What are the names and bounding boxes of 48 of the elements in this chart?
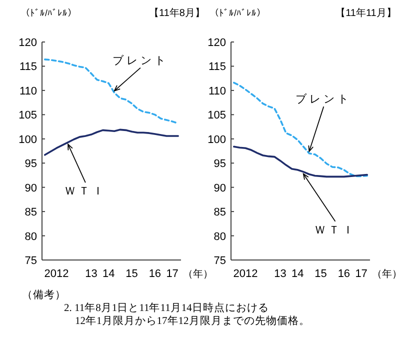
x-tick-label: 15 xyxy=(126,268,138,280)
y-tick-label: 100 xyxy=(208,134,226,146)
y-tick-label: 85 xyxy=(214,206,226,219)
y-tick-label: 105 xyxy=(18,110,37,122)
text: （備考） xyxy=(22,288,66,301)
x-tick-label: 14 xyxy=(102,268,115,280)
series-label: ブレント xyxy=(296,92,352,106)
y-tick-label: 120 xyxy=(208,37,226,49)
y-tick-label: 115 xyxy=(208,61,226,74)
chart-title: 【11年11月】 xyxy=(336,7,396,19)
text: 12年1月限月から17年12月限月までの先物価格。 xyxy=(75,314,310,327)
y-tick-label: 120 xyxy=(18,37,37,49)
line-series xyxy=(233,146,368,178)
y-tick-label: 115 xyxy=(19,61,37,74)
y-tick-label: 110 xyxy=(19,85,37,98)
y-axis-title: （ﾄﾞﾙ/ﾊﾞﾚﾙ） xyxy=(21,8,77,18)
x-tick-label: 17 xyxy=(355,268,368,280)
line-series xyxy=(233,82,368,178)
y-tick-label: 90 xyxy=(24,182,37,194)
y-tick-label: 75 xyxy=(214,255,226,267)
x-tick-label: 13 xyxy=(85,268,98,280)
x-axis-title: （年） xyxy=(183,268,213,280)
chart-title: 【11年8月】 xyxy=(149,7,205,19)
y-tick-label: 90 xyxy=(214,182,226,194)
x-tick-label: 2012 xyxy=(233,268,258,280)
y-axis-title: （ﾄﾞﾙ/ﾊﾞﾚﾙ） xyxy=(210,8,266,18)
y-tick-label: 95 xyxy=(214,158,226,170)
x-tick-label: 2012 xyxy=(44,268,69,280)
x-tick-label: 16 xyxy=(148,268,162,280)
x-axis-title: （年） xyxy=(372,268,402,280)
y-tick-label: 85 xyxy=(24,206,37,219)
y-tick-label: 100 xyxy=(18,134,37,146)
x-tick-label: 17 xyxy=(166,268,178,280)
y-tick-label: 105 xyxy=(208,110,226,122)
y-tick-label: 95 xyxy=(24,158,37,170)
x-tick-label: 13 xyxy=(274,268,286,280)
text: ＷＴＩ xyxy=(314,224,356,236)
series-label: ブレント xyxy=(112,54,168,67)
x-tick-label: 15 xyxy=(314,268,327,280)
y-tick-label: 110 xyxy=(208,85,226,98)
line-series xyxy=(44,128,179,156)
x-tick-label: 14 xyxy=(291,268,304,280)
text: 2. 11年8月1日と11年11月14日時点における xyxy=(64,301,269,314)
y-tick-label: 75 xyxy=(24,255,37,267)
x-tick-label: 16 xyxy=(338,268,350,280)
y-tick-label: 80 xyxy=(24,230,37,243)
text: ＷＴＩ xyxy=(64,186,106,198)
y-tick-label: 80 xyxy=(214,230,226,243)
